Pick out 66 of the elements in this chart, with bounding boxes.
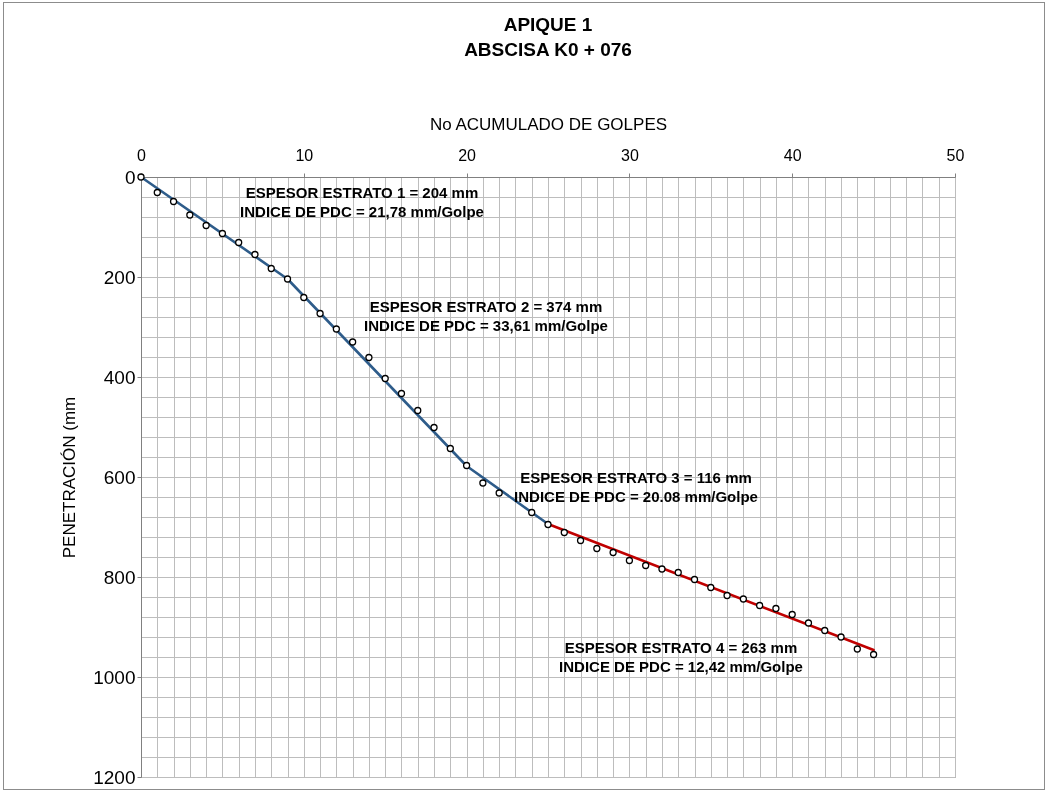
point xyxy=(755,601,764,610)
point xyxy=(837,633,845,641)
point xyxy=(642,561,650,570)
point xyxy=(430,423,438,432)
x-tick-label: 10 xyxy=(295,146,314,164)
point xyxy=(625,556,634,565)
point xyxy=(593,544,601,553)
point xyxy=(690,575,699,584)
point xyxy=(446,444,454,453)
annotation: ESPESOR ESTRATO 4 = 263 mm INDICE DE PDC = 12,42 mm/Golpe xyxy=(559,639,803,675)
point xyxy=(804,619,813,627)
point xyxy=(609,548,617,557)
point xyxy=(186,211,194,219)
y-tick-label: 800 xyxy=(103,566,136,588)
chart-subtitle: ABSCISA K0 + 076 xyxy=(464,39,632,60)
y-tick-label: 400 xyxy=(103,366,136,388)
point xyxy=(169,197,178,206)
annotation: ESPESOR ESTRATO 3 = 116 mm INDICE DE PDC = 20.08 mm/Golpe xyxy=(514,469,758,505)
point xyxy=(739,595,748,603)
x-tick-label: 0 xyxy=(137,146,147,164)
point xyxy=(528,508,536,517)
y-axis-title: PENETRACIÓN (mm xyxy=(60,396,80,559)
point xyxy=(544,520,552,529)
point xyxy=(202,221,210,230)
point xyxy=(137,173,145,181)
y-tick-label: 0 xyxy=(124,166,136,188)
point xyxy=(300,293,308,302)
point xyxy=(479,479,487,487)
x-tick-label: 20 xyxy=(458,146,477,164)
point xyxy=(267,264,275,273)
point xyxy=(495,489,503,497)
point xyxy=(414,406,422,415)
x-tick-label: 50 xyxy=(946,146,965,164)
point xyxy=(674,568,682,577)
point xyxy=(365,353,373,362)
point xyxy=(707,583,715,592)
point xyxy=(821,626,829,635)
point xyxy=(348,338,357,346)
point xyxy=(251,250,259,259)
point xyxy=(283,275,292,283)
y-tick-label: 600 xyxy=(103,466,136,488)
y-tick-label: 1200 xyxy=(93,766,136,788)
point xyxy=(332,325,341,333)
point xyxy=(316,309,324,318)
point xyxy=(869,650,878,659)
chart-title: APIQUE 1 xyxy=(503,14,593,35)
point xyxy=(381,374,389,383)
point xyxy=(576,536,585,545)
point xyxy=(658,565,666,573)
y-tick-label: 1000 xyxy=(93,666,136,688)
point xyxy=(153,188,161,197)
point xyxy=(397,389,406,398)
point xyxy=(560,528,568,537)
point xyxy=(788,610,796,619)
point xyxy=(235,238,243,247)
x-axis-title: No ACUMULADO DE GOLPES xyxy=(429,114,668,134)
point xyxy=(462,461,471,470)
point xyxy=(853,645,861,653)
point xyxy=(772,604,780,613)
annotation: ESPESOR ESTRATO 1 = 204 mm INDICE DE PDC = 21,78 mm/Golpe xyxy=(240,184,484,220)
y-tick-label: 200 xyxy=(103,266,136,288)
x-tick-label: 40 xyxy=(783,146,802,164)
annotation: ESPESOR ESTRATO 2 = 374 mm INDICE DE PDC = 33,61 mm/Golpe xyxy=(364,298,608,334)
point xyxy=(218,229,227,238)
point xyxy=(723,591,731,600)
x-tick-label: 30 xyxy=(621,146,639,164)
